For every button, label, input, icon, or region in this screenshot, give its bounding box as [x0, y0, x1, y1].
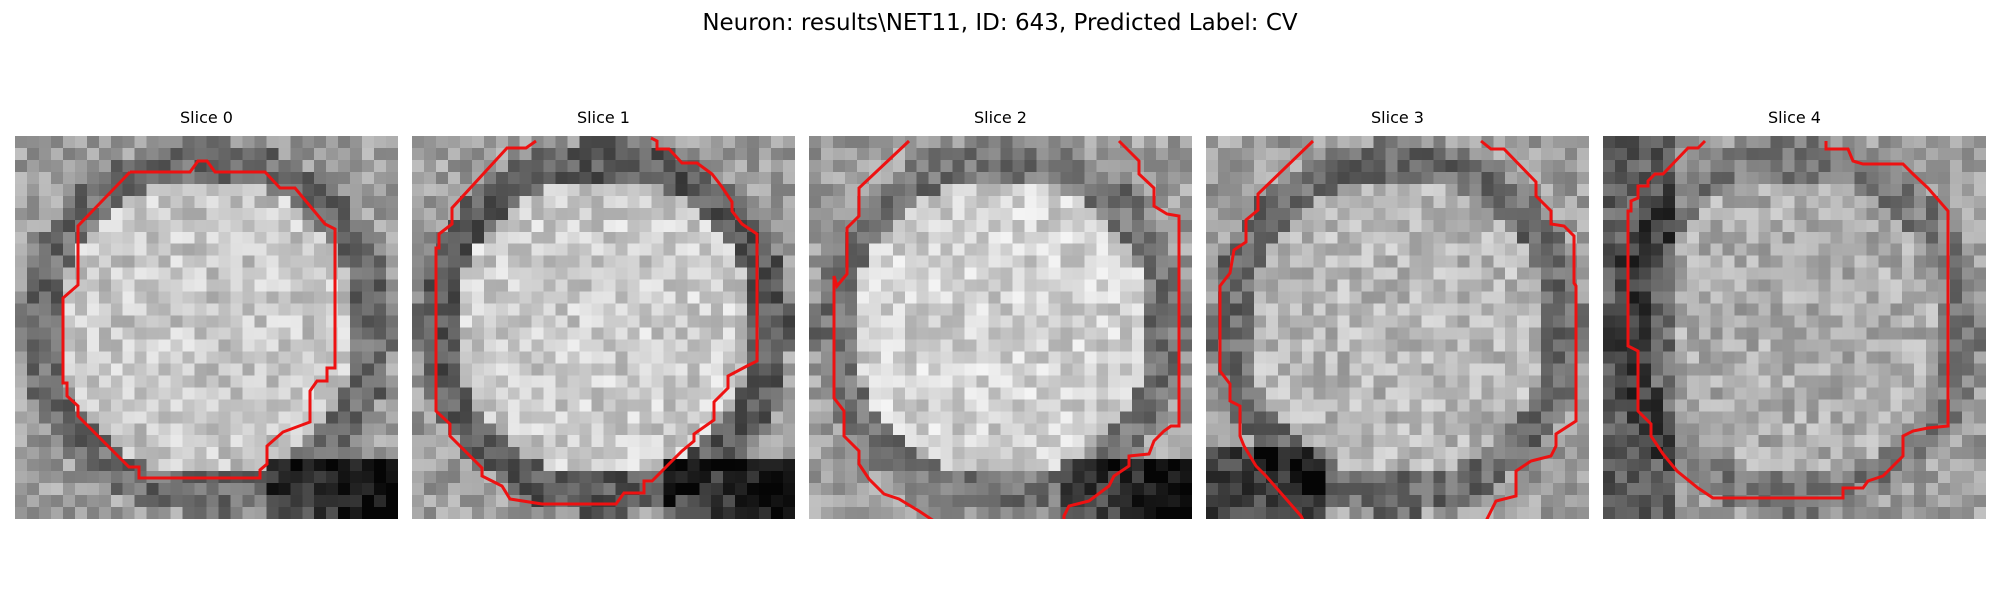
cell-contour-line — [1062, 139, 1181, 519]
cell-contour-line — [1626, 139, 1950, 500]
slice-title-2: Slice 2 — [974, 108, 1027, 127]
cell-contour-line — [61, 159, 337, 480]
slice-image-3 — [1206, 136, 1589, 519]
figure-title: Neuron: results\NET11, ID: 643, Predicte… — [702, 10, 1298, 36]
cell-contour-line — [1480, 139, 1578, 519]
slice-contour-3 — [1218, 139, 1578, 519]
cell-contour-line — [832, 139, 934, 519]
slice-contour-1 — [434, 136, 759, 506]
slice-image-4 — [1603, 136, 1986, 519]
cell-contour-line — [434, 136, 759, 506]
slice-panel-1: Slice 1 — [412, 108, 795, 519]
slice-panel-2: Slice 2 — [809, 108, 1192, 519]
slice-panel-4: Slice 4 — [1603, 108, 1986, 519]
cell-contour-line — [1218, 139, 1315, 519]
slice-contour-2 — [832, 139, 1181, 519]
slice-panel-0: Slice 0 — [15, 108, 398, 519]
slice-title-4: Slice 4 — [1768, 108, 1821, 127]
slice-title-0: Slice 0 — [180, 108, 233, 127]
slice-contour-0 — [61, 159, 337, 480]
slice-title-3: Slice 3 — [1371, 108, 1424, 127]
slice-title-1: Slice 1 — [577, 108, 630, 127]
slice-contour-4 — [1626, 139, 1950, 500]
slice-panel-3: Slice 3 — [1206, 108, 1589, 519]
